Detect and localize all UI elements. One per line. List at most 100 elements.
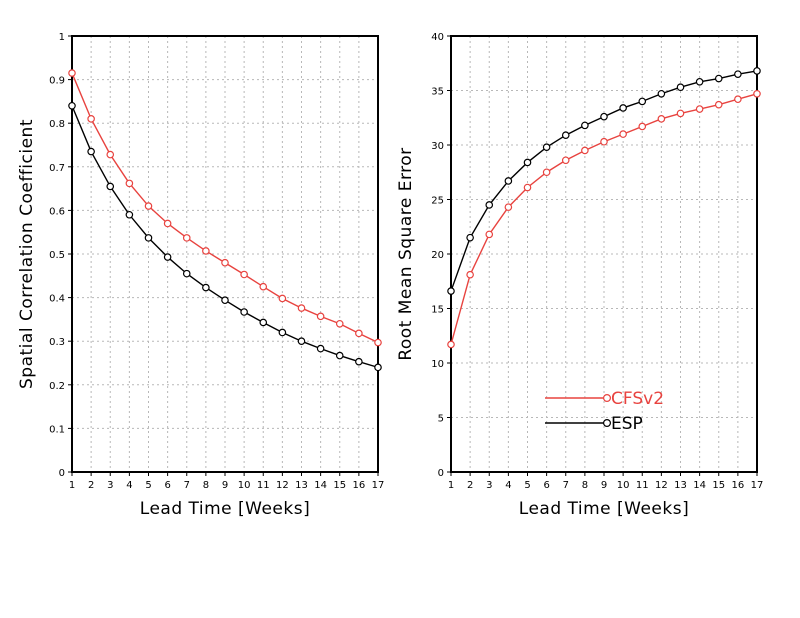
x-tick-label: 6 [164,480,170,491]
data-point-cfsv2 [485,230,494,239]
data-point-esp [561,131,570,139]
data-point-esp [202,283,210,292]
data-point-esp [542,143,551,151]
data-point-esp [125,210,134,219]
x-tick-label: 15 [333,480,346,491]
data-point-cfsv2 [695,105,704,113]
data-point-esp [221,296,229,305]
y-tick-label: 0.6 [49,206,65,217]
x-tick-label: 7 [184,480,190,491]
data-point-esp [447,287,455,295]
data-point-esp [676,83,685,92]
data-point-cfsv2 [676,109,685,118]
x-tick-label: 1 [448,480,454,491]
data-point-cfsv2 [619,130,627,138]
data-point-cfsv2 [240,270,248,279]
y-tick-label: 15 [431,305,444,316]
y-tick-label: 0.4 [49,294,65,305]
data-point-esp [144,234,153,242]
x-tick-label: 4 [505,480,511,491]
data-point-cfsv2 [734,95,742,104]
data-point-cfsv2 [600,137,608,146]
x-tick-label: 11 [257,480,270,491]
x-tick-label: 8 [203,480,209,491]
y-tick-label: 1 [59,32,65,43]
x-tick-label: 6 [543,480,549,491]
data-point-cfsv2 [106,150,115,159]
data-point-esp [297,337,306,346]
data-point-cfsv2 [657,115,666,123]
data-point-esp [466,233,474,242]
data-point-esp [240,308,248,316]
data-point-esp [374,363,382,372]
data-point-cfsv2 [581,146,589,155]
data-point-cfsv2 [374,338,382,347]
data-point-esp [638,97,647,106]
data-point-cfsv2 [753,89,761,98]
y-tick-label: 0 [59,468,65,479]
legend-marker-esp [602,419,611,428]
y-tick-label: 0 [438,468,444,479]
data-point-esp [68,101,76,110]
data-point-esp [259,318,268,327]
data-point-cfsv2 [638,122,647,131]
y-tick-label: 0.9 [49,76,65,87]
x-tick-label: 3 [107,480,113,491]
y-tick-label: 0.1 [49,424,65,435]
data-point-cfsv2 [297,304,306,312]
data-point-cfsv2 [163,219,172,228]
x-tick-label: 17 [372,480,385,491]
y-tick-label: 40 [431,32,444,43]
data-point-esp [355,357,363,366]
y-tick-label: 0.8 [49,119,65,130]
data-point-cfsv2 [447,340,455,349]
x-tick-label: 9 [222,480,228,491]
x-tick-label: 11 [636,480,649,491]
x-tick-label: 4 [126,480,132,491]
x-tick-label: 7 [563,480,569,491]
legend-marker-cfsv2 [602,394,611,403]
data-point-cfsv2 [87,115,95,123]
data-point-cfsv2 [125,179,134,188]
y-tick-label: 25 [431,196,444,207]
chart-panel-2: 1 2 3 4 5 6 7 8 9 10 11 12 13 14 15 16 17051015202530354… [396,32,763,519]
data-point-cfsv2 [221,258,229,267]
x-tick-label: 8 [582,480,588,491]
x-tick-label: 15 [712,480,725,491]
data-point-esp [657,89,666,98]
y-tick-label: 0.7 [49,163,65,174]
data-point-esp [163,253,172,261]
y-tick-label: 0.3 [49,337,65,348]
x-tick-label: 14 [693,480,706,491]
y-axis-title: Spatial Correlation Coefficient [17,119,37,389]
data-point-cfsv2 [202,247,210,255]
y-axis-title: Root Mean Square Error [396,147,416,360]
data-point-esp [316,344,325,353]
x-tick-label: 2 [467,480,473,491]
data-point-cfsv2 [523,183,532,192]
data-point-esp [335,351,344,360]
data-point-cfsv2 [278,294,287,303]
x-tick-label: 5 [145,480,151,491]
data-point-cfsv2 [504,203,513,211]
data-point-cfsv2 [335,319,344,328]
data-point-esp [714,74,723,83]
x-tick-label: 12 [655,480,668,491]
legend: CFSv2 ESP [545,389,664,434]
data-point-esp [600,112,608,121]
x-tick-label: 1 [69,480,75,491]
data-point-esp [106,182,115,191]
data-point-esp [753,67,761,75]
data-point-cfsv2 [355,329,363,338]
chart-panel-1: 1 2 3 4 5 6 7 8 9 10 11 12 13 14 15 16 1700.10.20.30.40.… [17,32,384,519]
x-tick-label: 2 [88,480,94,491]
data-point-esp [87,147,95,156]
data-point-esp [182,269,191,278]
y-tick-label: 0.2 [49,381,65,392]
data-point-cfsv2 [182,234,191,242]
data-point-cfsv2 [561,156,570,165]
data-point-cfsv2 [714,100,723,109]
x-tick-label: 16 [732,480,745,491]
y-tick-label: 5 [438,414,444,425]
